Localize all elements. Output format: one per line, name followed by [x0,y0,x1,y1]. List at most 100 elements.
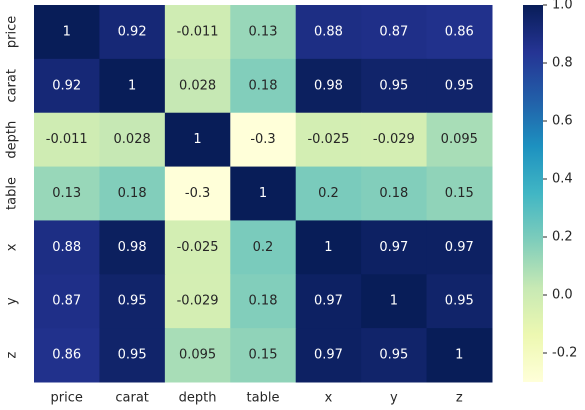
heatmap-cell [426,274,493,329]
x-tick-label: price [51,391,83,406]
cell-label: -0.025 [307,132,349,147]
colorbar-tick-label: 0.6 [552,114,573,129]
heatmap-cell [361,5,428,60]
heatmap-cell [34,58,100,114]
cell-label: 0.86 [445,24,474,39]
cell-label: 0.095 [179,348,216,363]
cell-label: 1 [324,240,332,255]
cell-label: 0.88 [52,240,81,255]
cell-label: 0.028 [114,132,151,147]
heatmap-cell [426,328,493,383]
colorbar-tick-label: 0.0 [552,288,573,303]
y-tick-label: carat [5,69,20,103]
cell-label: -0.3 [250,132,275,147]
heatmap-cell [295,220,362,275]
y-tick-label: x [5,243,20,251]
heatmap-cell [164,274,231,329]
heatmap-cell [426,166,493,221]
cell-label: 0.95 [445,294,474,309]
cell-label: 0.92 [118,24,147,39]
cell-label: 0.95 [118,348,147,363]
heatmap-cell [295,328,362,383]
cell-label: 0.92 [52,78,81,93]
y-tick-label: price [5,16,20,48]
heatmap-cell [164,220,231,275]
cell-label: 0.88 [314,24,343,39]
heatmap-cell [426,220,493,275]
cell-label: 1 [455,348,463,363]
cell-label: 0.97 [314,294,343,309]
heatmap-cell [295,112,362,168]
heatmap-cell [34,5,100,60]
heatmap-cell [361,328,428,383]
heatmap-cell [361,166,428,221]
cell-label: 0.95 [445,78,474,93]
heatmap-cell [295,5,362,60]
heatmap-cell [99,5,166,60]
x-tick-label: z [456,391,463,406]
heatmap-cell [34,220,100,275]
heatmap-cell [361,274,428,329]
cell-label: 0.86 [52,348,81,363]
cell-label: 0.18 [249,78,278,93]
heatmap-cell [34,274,100,329]
cell-label: 0.87 [379,24,408,39]
cell-label: 0.95 [118,294,147,309]
heatmap-cell [230,166,297,221]
heatmap-cell [99,220,166,275]
heatmap-cell [426,5,493,60]
heatmap-cell [34,166,100,221]
cell-label: 0.95 [379,78,408,93]
cell-label: 1 [193,132,201,147]
heatmap-cell [164,58,231,114]
heatmap-cell [426,112,493,168]
cell-label: 0.18 [379,186,408,201]
y-tick-label: y [5,297,20,305]
cell-label: 0.13 [52,186,81,201]
heatmap-cell [99,58,166,114]
colorbar-tick-label: 0.8 [552,56,573,71]
cell-label: -0.3 [185,186,210,201]
heatmap-cell [164,5,231,60]
colorbar-tick-label: 1.0 [552,0,573,13]
cell-label: -0.011 [46,132,88,147]
colorbar-tick-label: -0.2 [552,346,577,361]
cell-label: 1 [259,186,267,201]
cell-label: 0.98 [314,78,343,93]
heatmap-cell [164,112,231,168]
heatmap-cell [295,274,362,329]
heatmap-cell [230,112,297,168]
heatmap-cell [99,166,166,221]
cell-label: -0.029 [177,294,219,309]
cell-label: 0.18 [249,294,278,309]
x-tick-label: depth [179,391,217,406]
heatmap-cell [230,328,297,383]
cell-label: -0.011 [177,24,219,39]
x-tick-label: carat [115,391,149,406]
y-tick-label: z [5,351,20,358]
cell-label: 0.2 [253,240,274,255]
heatmap-cell [164,166,231,221]
heatmap-cell [230,274,297,329]
colorbar-tick-label: 0.4 [552,172,573,187]
heatmap-cell [230,220,297,275]
cell-label: 1 [390,294,398,309]
cell-label: 0.13 [249,24,278,39]
heatmap-cell [361,112,428,168]
heatmap-cell [426,58,493,114]
heatmap-cell [99,112,166,168]
cell-label: 0.095 [441,132,478,147]
cell-label: 0.028 [179,78,216,93]
y-tick-label: table [5,177,20,210]
colorbar [523,5,543,382]
x-tick-label: x [325,391,333,406]
y-tick-label: depth [5,121,20,159]
cell-label: 1 [63,24,71,39]
colorbar-tick-label: 0.2 [552,230,573,245]
heatmap-cell [295,166,362,221]
cell-label: -0.025 [177,240,219,255]
heatmap-cell [99,328,166,383]
heatmap-cell [295,58,362,114]
heatmap-cell [164,328,231,383]
